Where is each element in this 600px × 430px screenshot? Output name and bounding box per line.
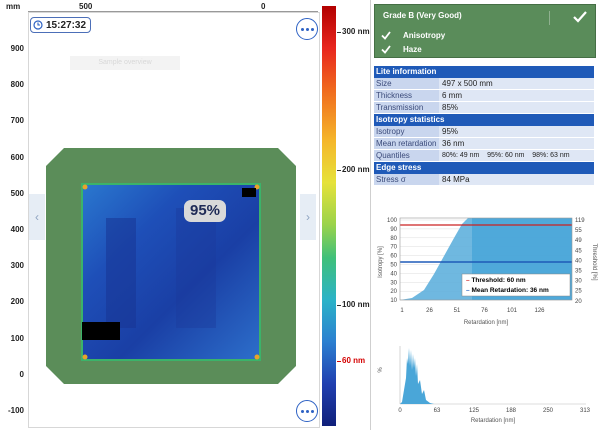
table-row: Size 497 x 500 mm [374, 78, 594, 90]
left-axis-tick: 0 [19, 369, 24, 379]
check-icon [381, 45, 391, 54]
edge-stress-header: Edge stress [374, 162, 594, 174]
colorbar-label: 100 nm [342, 300, 370, 309]
isotropy-badge: 95% [184, 200, 226, 222]
left-axis-tick: 900 [10, 44, 24, 53]
chart1-ytick: 40 [390, 271, 397, 277]
chart1-xtick: 51 [454, 308, 461, 314]
chart2-xtick: 188 [506, 408, 517, 414]
grade-title: Grade B (Very Good) [383, 11, 462, 20]
time-text: 15:27:32 [46, 19, 87, 31]
chart2-xtick: 125 [469, 408, 480, 414]
chart1-ytick: 50 [390, 263, 397, 269]
anisotropy-label: Anisotropy [403, 31, 446, 40]
chart1-xtick: 126 [534, 308, 545, 314]
chart1-xtick: 26 [426, 308, 433, 314]
histogram-area [400, 348, 434, 404]
grade-panel: Grade B (Very Good) Anisotropy Haze [374, 4, 596, 58]
legend-mean: – Mean Retardation: 36 nm [466, 287, 549, 294]
left-axis-tick: 700 [10, 116, 24, 126]
isotropy-chart: Isotropy [%] Threshold [%] Retardation [… [378, 217, 597, 326]
corner-marker [82, 354, 88, 360]
left-axis-tick: 600 [10, 152, 24, 162]
more-options-button-bottom[interactable] [296, 400, 318, 422]
left-axis-tick: 200 [10, 297, 24, 307]
table-row: Mean retardation 36 nm [374, 138, 594, 150]
colorbar-threshold-label: 60 nm [342, 356, 366, 365]
corner-marker [82, 184, 88, 190]
chart2-ylabel: % [378, 367, 384, 373]
top-axis-line [28, 11, 318, 12]
chart1-y2tick: 20 [575, 299, 582, 305]
chart1-ytick: 70 [390, 245, 397, 251]
chart1-y2tick: 35 [575, 269, 582, 275]
chart1-y2tick: 25 [575, 289, 582, 295]
redaction-box [242, 188, 256, 197]
chart1-ytick: 80 [390, 236, 397, 242]
chart1-ytick: 90 [390, 227, 397, 233]
legend-threshold: – Threshold: 60 nm [466, 277, 526, 284]
more-options-button[interactable] [296, 18, 318, 40]
chart1-xlabel: Retardation [nm] [464, 320, 509, 326]
chart1-legend [461, 273, 571, 297]
chart1-ylabel2: Threshold [%] [591, 243, 597, 280]
chart1-y2tick: 119 [575, 218, 585, 224]
top-axis-tick: 500 [79, 2, 93, 11]
chart2-xtick: 250 [543, 408, 554, 414]
haze-label: Haze [403, 45, 422, 54]
check-icon [573, 11, 587, 23]
chart1-xtick: 101 [507, 308, 518, 314]
time-display: 15:27:32 [30, 17, 92, 33]
chart1-y2tick: 40 [575, 258, 582, 264]
chart1-y2tick: 49 [575, 238, 582, 244]
info-table: Lite information Size 497 x 500 mm Thickn… [374, 66, 594, 186]
chart1-ylabel: Isotropy [%] [378, 246, 384, 278]
chart2-xtick: 63 [434, 408, 441, 414]
chart1-y2tick: 30 [575, 279, 582, 285]
chart1-y2tick: 55 [575, 228, 582, 234]
chart1-y2tick: 45 [575, 248, 582, 254]
table-row: Isotropy 95% [374, 126, 594, 138]
lite-info-header: Lite information [374, 66, 594, 78]
stress-map [46, 148, 296, 384]
chart1-xtick: 1 [400, 308, 404, 314]
left-axis-tick: 500 [10, 188, 24, 198]
chart2-xtick: 313 [580, 408, 591, 414]
left-axis-tick: 300 [10, 261, 24, 271]
next-arrow-button[interactable]: › [300, 194, 316, 240]
corner-marker [254, 354, 260, 360]
left-axis-tick: -100 [7, 406, 24, 415]
redaction-box [82, 322, 120, 340]
left-axis-tick: 800 [10, 80, 24, 90]
prev-arrow-button[interactable]: ‹ [29, 194, 45, 240]
colorbar-label: 200 nm [342, 165, 370, 174]
table-row: Transmission 85% [374, 102, 594, 114]
color-scale-bar [322, 6, 336, 426]
table-row: Stress σ 84 MPa [374, 174, 594, 186]
chart1-ytick: 60 [390, 254, 397, 260]
chart1-xtick: 76 [481, 308, 488, 314]
chart1-ytick: 10 [390, 298, 397, 304]
table-row: Quantiles 80%: 49 nm 95%: 60 nm 98%: 63 n… [374, 150, 594, 162]
left-axis-tick: 100 [10, 333, 24, 343]
clock-icon [33, 20, 43, 30]
chart2-xtick: 0 [398, 408, 402, 414]
colorbar-label: 300 nm [342, 27, 370, 36]
chart2-xlabel: Retardation [nm] [471, 418, 516, 424]
table-row: Thickness 6 mm [374, 90, 594, 102]
viewer-hint: Sample overview [70, 56, 180, 70]
chart1-ytick: 30 [390, 280, 397, 286]
check-icon [381, 31, 391, 40]
top-axis-unit: mm [6, 2, 21, 11]
chart1-ytick: 20 [390, 289, 397, 295]
chart1-ytick: 100 [387, 218, 398, 224]
left-axis-tick: 400 [10, 225, 24, 234]
isotropy-header: Isotropy statistics [374, 114, 594, 126]
top-axis-tick: 0 [261, 2, 266, 11]
histogram-chart: % Retardation [nm] 0 63 125 188 250 313 [378, 346, 591, 424]
